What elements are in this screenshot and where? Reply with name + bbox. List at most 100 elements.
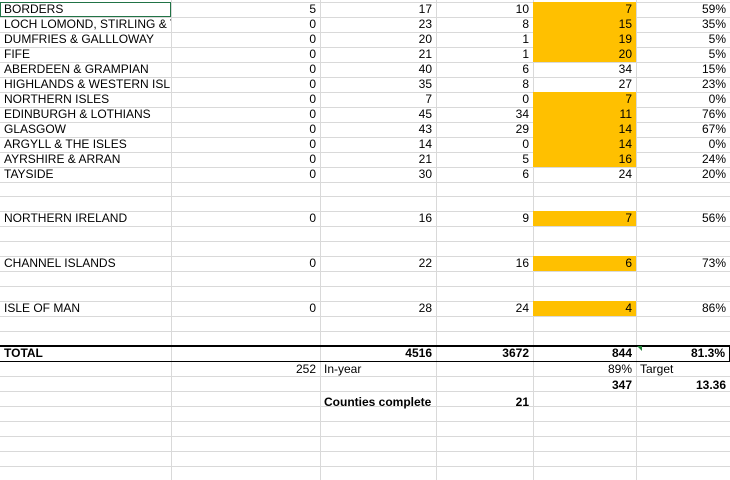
- value-cell[interactable]: 0: [309, 301, 316, 315]
- total-remaining[interactable]: 844: [611, 346, 632, 360]
- value-cell[interactable]: 23: [418, 17, 432, 31]
- remaining-cell[interactable]: 24: [618, 167, 632, 181]
- inyear-value[interactable]: 252: [295, 362, 316, 376]
- remaining-cell[interactable]: 14: [533, 122, 636, 137]
- value-cell[interactable]: 28: [418, 301, 432, 315]
- value-cell[interactable]: 21: [418, 152, 432, 166]
- value-cell[interactable]: 14: [418, 137, 432, 151]
- remaining-cell[interactable]: 7: [533, 2, 636, 17]
- region-name-cell[interactable]: DUMFRIES & GALLLOWAY: [4, 32, 155, 46]
- region-name-cell[interactable]: HIGHLANDS & WESTERN ISL: [4, 77, 171, 91]
- percent-cell[interactable]: 5%: [708, 47, 726, 61]
- value-cell[interactable]: 0: [309, 62, 316, 76]
- value-cell[interactable]: 0: [522, 92, 529, 106]
- value-cell[interactable]: 0: [309, 211, 316, 225]
- percent-cell[interactable]: 0%: [708, 92, 726, 106]
- remaining-cell[interactable]: 14: [533, 137, 636, 152]
- remaining-cell[interactable]: 34: [618, 62, 632, 76]
- remaining-cell[interactable]: 6: [533, 256, 636, 271]
- value-cell[interactable]: 5: [309, 2, 316, 16]
- remaining-cell[interactable]: 20: [533, 47, 636, 62]
- remaining-cell[interactable]: 16: [533, 152, 636, 167]
- value-cell[interactable]: 6: [522, 167, 529, 181]
- total-value[interactable]: 3672: [502, 346, 529, 360]
- value-cell[interactable]: 0: [309, 122, 316, 136]
- value-cell[interactable]: 45: [418, 107, 432, 121]
- region-name-cell[interactable]: GLASGOW: [4, 122, 67, 136]
- counties-complete-label[interactable]: Counties complete: [324, 395, 432, 409]
- percent-cell[interactable]: 5%: [708, 32, 726, 46]
- percent-cell[interactable]: 20%: [701, 167, 726, 181]
- value-cell[interactable]: 9: [522, 211, 529, 225]
- remaining-cell[interactable]: 11: [533, 107, 636, 122]
- value-cell[interactable]: 0: [309, 152, 316, 166]
- value-cell[interactable]: 0: [309, 167, 316, 181]
- total-value[interactable]: 4516: [405, 346, 432, 360]
- value-cell[interactable]: 1: [522, 32, 529, 46]
- remaining-cell[interactable]: 15: [533, 17, 636, 32]
- total-percent[interactable]: 81.3%: [636, 346, 730, 361]
- region-name-cell[interactable]: NORTHERN ISLES: [4, 92, 110, 106]
- value-cell[interactable]: 0: [522, 137, 529, 151]
- region-name-cell[interactable]: CHANNEL ISLANDS: [4, 256, 116, 270]
- value-cell[interactable]: 8: [522, 77, 529, 91]
- region-name-cell[interactable]: ABERDEEN & GRAMPIAN: [4, 62, 149, 76]
- value-cell[interactable]: 5: [522, 152, 529, 166]
- value-cell[interactable]: 0: [309, 107, 316, 121]
- value-cell[interactable]: 0: [309, 77, 316, 91]
- value-cell[interactable]: 0: [309, 32, 316, 46]
- region-name-cell[interactable]: ISLE OF MAN: [4, 301, 81, 315]
- value-cell[interactable]: 21: [418, 47, 432, 61]
- region-name-cell[interactable]: FIFE: [4, 47, 30, 61]
- value-cell[interactable]: 1: [522, 47, 529, 61]
- value-cell[interactable]: 22: [418, 256, 432, 270]
- value-cell[interactable]: 16: [418, 211, 432, 225]
- value-cell[interactable]: 0: [309, 137, 316, 151]
- percent-cell[interactable]: 73%: [701, 256, 726, 270]
- region-name-cell[interactable]: BORDERS: [0, 2, 171, 17]
- region-name-cell[interactable]: NORTHERN IRELAND: [4, 211, 128, 225]
- value-cell[interactable]: 7: [425, 92, 432, 106]
- percent-cell[interactable]: 35%: [701, 17, 726, 31]
- region-name-cell[interactable]: TAYSIDE: [4, 167, 54, 181]
- percent-cell[interactable]: 15%: [701, 62, 726, 76]
- value-cell[interactable]: 34: [515, 107, 529, 121]
- summary-value[interactable]: 13.36: [695, 378, 726, 392]
- percent-cell[interactable]: 0%: [708, 137, 726, 151]
- region-name-cell[interactable]: LOCH LOMOND, STIRLING & T: [4, 17, 171, 31]
- remaining-cell[interactable]: 4: [533, 301, 636, 316]
- percent-cell[interactable]: 59%: [701, 2, 726, 16]
- total-label[interactable]: TOTAL: [4, 346, 43, 360]
- counties-complete-value[interactable]: 21: [515, 395, 529, 409]
- value-cell[interactable]: 20: [418, 32, 432, 46]
- value-cell[interactable]: 0: [309, 92, 316, 106]
- percent-cell[interactable]: 67%: [701, 122, 726, 136]
- summary-value[interactable]: 347: [611, 378, 632, 392]
- percent-cell[interactable]: 56%: [701, 211, 726, 225]
- target-label[interactable]: Target: [640, 362, 674, 376]
- region-name-cell[interactable]: AYRSHIRE & ARRAN: [4, 152, 121, 166]
- remaining-cell[interactable]: 7: [533, 92, 636, 107]
- region-name-cell[interactable]: ARGYLL & THE ISLES: [4, 137, 127, 151]
- value-cell[interactable]: 24: [515, 301, 529, 315]
- remaining-cell[interactable]: 19: [533, 32, 636, 47]
- inyear-percent[interactable]: 89%: [607, 362, 632, 376]
- value-cell[interactable]: 0: [309, 47, 316, 61]
- remaining-cell[interactable]: 27: [618, 77, 632, 91]
- remaining-cell[interactable]: 7: [533, 211, 636, 226]
- value-cell[interactable]: 8: [522, 17, 529, 31]
- percent-cell[interactable]: 24%: [701, 152, 726, 166]
- value-cell[interactable]: 30: [418, 167, 432, 181]
- inyear-label[interactable]: In-year: [324, 362, 362, 376]
- value-cell[interactable]: 35: [418, 77, 432, 91]
- value-cell[interactable]: 43: [418, 122, 432, 136]
- value-cell[interactable]: 16: [515, 256, 529, 270]
- value-cell[interactable]: 40: [418, 62, 432, 76]
- percent-cell[interactable]: 86%: [701, 301, 726, 315]
- value-cell[interactable]: 29: [515, 122, 529, 136]
- value-cell[interactable]: 10: [515, 2, 529, 16]
- value-cell[interactable]: 6: [522, 62, 529, 76]
- value-cell[interactable]: 17: [418, 2, 432, 16]
- percent-cell[interactable]: 76%: [701, 107, 726, 121]
